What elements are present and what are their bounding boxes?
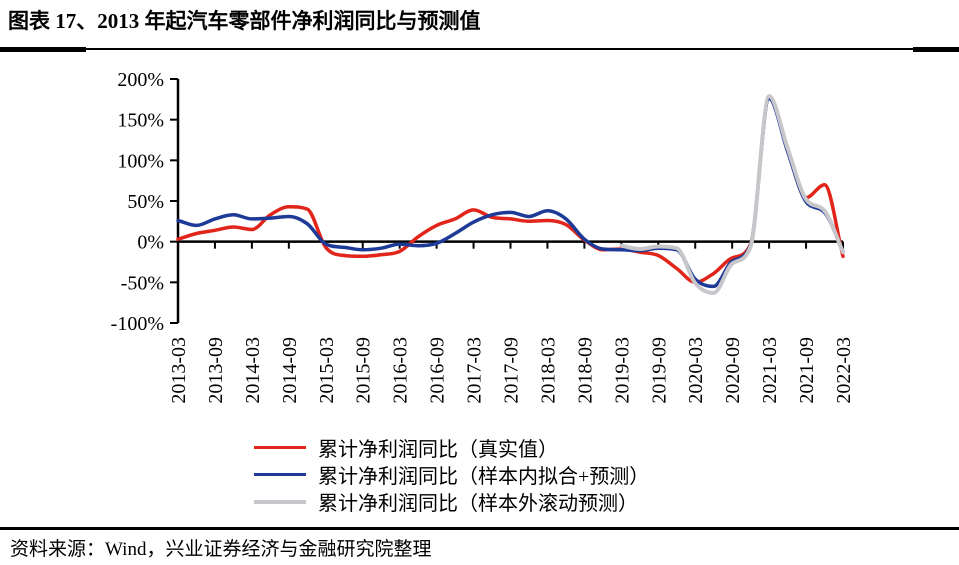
x-tick-label: 2021-03 bbox=[759, 337, 781, 404]
title-divider-right-bar bbox=[913, 47, 959, 52]
x-tick-label: 2017-03 bbox=[464, 337, 486, 404]
chart-legend: 累计净利润同比（真实值） 累计净利润同比（样本内拟合+预测） 累计净利润同比（样… bbox=[254, 434, 649, 515]
x-tick-label: 2022-03 bbox=[833, 337, 855, 404]
net-profit-line-chart: 200% 150% 100% 50% 0% -50% -100%2013-03 2013-09… bbox=[111, 69, 855, 404]
y-tick-label: 50% bbox=[127, 191, 164, 213]
x-tick-label: 2014-09 bbox=[279, 337, 301, 404]
x-tick-label: 2020-03 bbox=[685, 337, 707, 404]
series-line-rolling bbox=[619, 94, 845, 295]
y-tick-label: 0% bbox=[137, 232, 164, 254]
x-tick-label: 2013-03 bbox=[168, 337, 190, 404]
legend-item-rolling: 累计净利润同比（样本外滚动预测） bbox=[254, 488, 649, 515]
x-tick-label: 2017-09 bbox=[501, 337, 523, 404]
x-tick-label: 2020-09 bbox=[722, 337, 744, 404]
x-tick-label: 2014-03 bbox=[242, 337, 264, 404]
legend-label-fitted: 累计净利润同比（样本内拟合+预测） bbox=[318, 466, 650, 488]
x-tick-label: 2019-09 bbox=[648, 337, 670, 404]
title-divider-thin-line bbox=[0, 48, 959, 50]
legend-label-actual: 累计净利润同比（真实值） bbox=[318, 439, 558, 461]
y-tick-label: 150% bbox=[117, 110, 164, 132]
legend-item-fitted: 累计净利润同比（样本内拟合+预测） bbox=[254, 461, 649, 488]
footer-divider bbox=[0, 527, 959, 530]
series-line-actual bbox=[176, 95, 845, 285]
legend-item-actual: 累计净利润同比（真实值） bbox=[254, 434, 649, 461]
x-tick-label: 2019-03 bbox=[611, 337, 633, 404]
y-tick-label: -50% bbox=[121, 272, 164, 294]
source-note: 资料来源：Wind，兴业证券经济与金融研究院整理 bbox=[10, 539, 432, 560]
x-tick-label: 2013-09 bbox=[205, 337, 227, 404]
title-divider bbox=[0, 47, 959, 53]
y-tick-label: 200% bbox=[117, 69, 164, 91]
x-tick-label: 2018-03 bbox=[537, 337, 559, 404]
chart-title: 图表 17、2013 年起汽车零部件净利润同比与预测值 bbox=[8, 9, 481, 33]
x-tick-label: 2018-09 bbox=[574, 337, 596, 404]
x-tick-label: 2016-09 bbox=[427, 337, 449, 404]
legend-label-rolling: 累计净利润同比（样本外滚动预测） bbox=[318, 493, 638, 515]
title-divider-left-bar bbox=[0, 47, 86, 52]
legend-swatch-rolling bbox=[254, 499, 306, 504]
legend-swatch-actual bbox=[254, 445, 306, 450]
x-tick-label: 2015-09 bbox=[353, 337, 375, 404]
x-tick-label: 2021-09 bbox=[796, 337, 818, 404]
x-tick-label: 2016-03 bbox=[390, 337, 412, 404]
x-tick-label: 2015-03 bbox=[316, 337, 338, 404]
y-tick-label: 100% bbox=[117, 150, 164, 172]
legend-swatch-fitted bbox=[254, 472, 306, 477]
y-tick-label: -100% bbox=[111, 313, 164, 335]
